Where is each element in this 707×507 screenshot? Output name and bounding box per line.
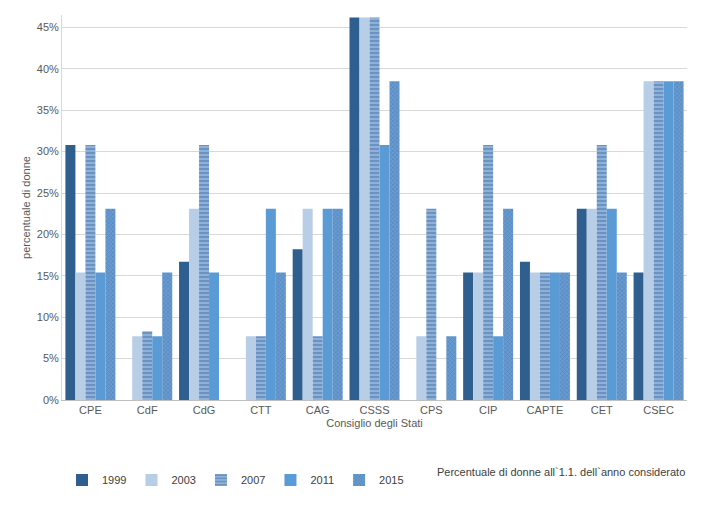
svg-text:35%: 35% (37, 104, 59, 116)
svg-text:15%: 15% (37, 270, 59, 282)
svg-text:45%: 45% (37, 21, 59, 33)
svg-text:20%: 20% (37, 228, 59, 240)
svg-text:CdF: CdF (137, 404, 158, 416)
svg-text:CPS: CPS (420, 404, 443, 416)
svg-text:10%: 10% (37, 311, 59, 323)
svg-text:CIP: CIP (479, 404, 497, 416)
svg-text:2015: 2015 (379, 474, 403, 486)
svg-text:2007: 2007 (241, 474, 265, 486)
svg-text:CET: CET (591, 404, 613, 416)
svg-text:CAG: CAG (306, 404, 330, 416)
svg-text:CAPTE: CAPTE (527, 404, 564, 416)
svg-text:CSEC: CSEC (643, 404, 674, 416)
svg-text:CTT: CTT (250, 404, 272, 416)
svg-text:CPE: CPE (79, 404, 102, 416)
svg-text:Consiglio degli Stati: Consiglio degli Stati (326, 417, 423, 429)
svg-text:1999: 1999 (102, 474, 126, 486)
svg-text:40%: 40% (37, 63, 59, 75)
svg-text:5%: 5% (43, 352, 59, 364)
svg-text:percentuale di donne: percentuale di donne (20, 156, 32, 259)
svg-text:25%: 25% (37, 187, 59, 199)
svg-text:Percentuale di donne all`1.1.: Percentuale di donne all`1.1. dell`anno … (437, 466, 685, 478)
svg-text:0%: 0% (43, 394, 59, 406)
svg-text:30%: 30% (37, 145, 59, 157)
svg-text:CdG: CdG (193, 404, 216, 416)
svg-text:2011: 2011 (310, 474, 334, 486)
svg-text:CSSS: CSSS (360, 404, 390, 416)
svg-text:2003: 2003 (171, 474, 195, 486)
